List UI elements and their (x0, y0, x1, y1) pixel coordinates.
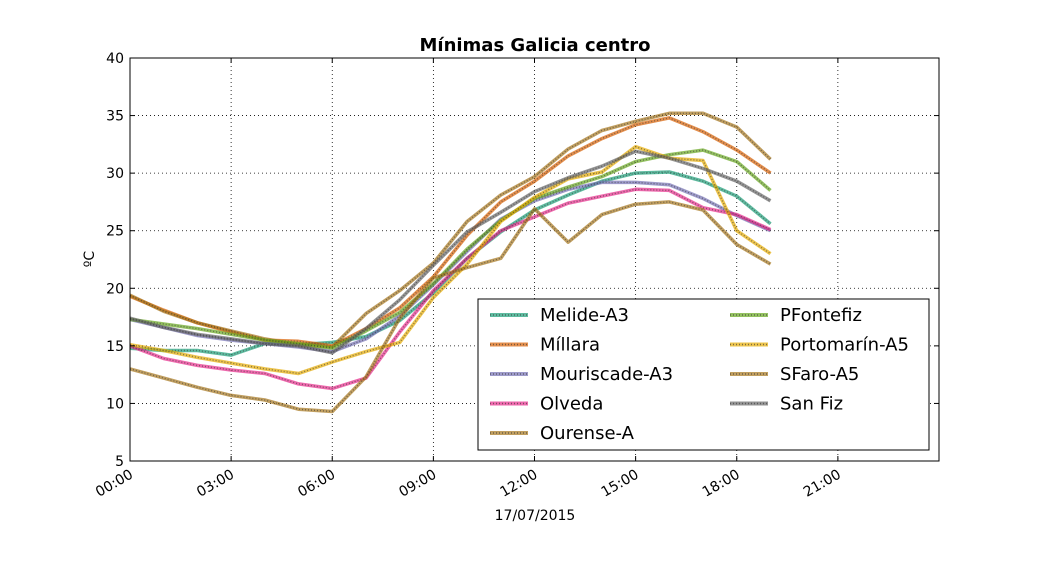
y-tick-label: 35 (106, 109, 124, 125)
y-tick-label: 25 (106, 224, 124, 240)
legend-item: Míllara (490, 335, 600, 356)
legend-label: Portomarín-A5 (780, 335, 909, 356)
legend: Melide-A3 Míllara Mouriscade-A3 Olveda Ouren… (477, 298, 930, 451)
legend-box (477, 298, 930, 451)
series-line (129, 149, 772, 355)
legend-label: San Fiz (780, 394, 843, 415)
series-line-dots (129, 117, 771, 347)
y-tick-label: 20 (106, 281, 124, 297)
y-tick-label: 30 (106, 166, 124, 182)
series-lines (129, 111, 772, 414)
legend-item: SFaro-A5 (730, 364, 859, 385)
y-axis-label: ºC (82, 251, 98, 268)
series-line-stroke (129, 111, 772, 349)
y-tick-label: 5 (115, 454, 124, 470)
legend-item: Ourense-A (490, 423, 635, 444)
legend-label: PFontefiz (780, 305, 862, 326)
y-tick-label: 15 (106, 339, 124, 355)
legend-item: San Fiz (730, 394, 843, 415)
legend-label: Míllara (540, 335, 600, 356)
legend-label: Ourense-A (540, 423, 635, 444)
legend-item: Portomarín-A5 (730, 335, 909, 356)
series-line-dots (129, 150, 771, 354)
series-line (129, 111, 772, 349)
x-axis-label: 17/07/2015 (495, 508, 576, 524)
y-tick-label: 10 (106, 396, 124, 412)
series-line-dots (129, 145, 771, 375)
legend-label: SFaro-A5 (780, 364, 859, 385)
legend-label: Mouriscade-A3 (540, 364, 673, 385)
series-line-dots (129, 201, 771, 413)
series-line (129, 200, 772, 414)
legend-label: Melide-A3 (540, 305, 629, 326)
y-tick-label: 40 (106, 51, 124, 67)
legend-label: Olveda (540, 394, 603, 415)
legend-item: Melide-A3 (490, 305, 629, 326)
legend-item: PFontefiz (730, 305, 862, 326)
legend-item: Olveda (490, 394, 603, 415)
chart-title: Mínimas Galicia centro (419, 35, 650, 56)
legend-item: Mouriscade-A3 (490, 364, 673, 385)
